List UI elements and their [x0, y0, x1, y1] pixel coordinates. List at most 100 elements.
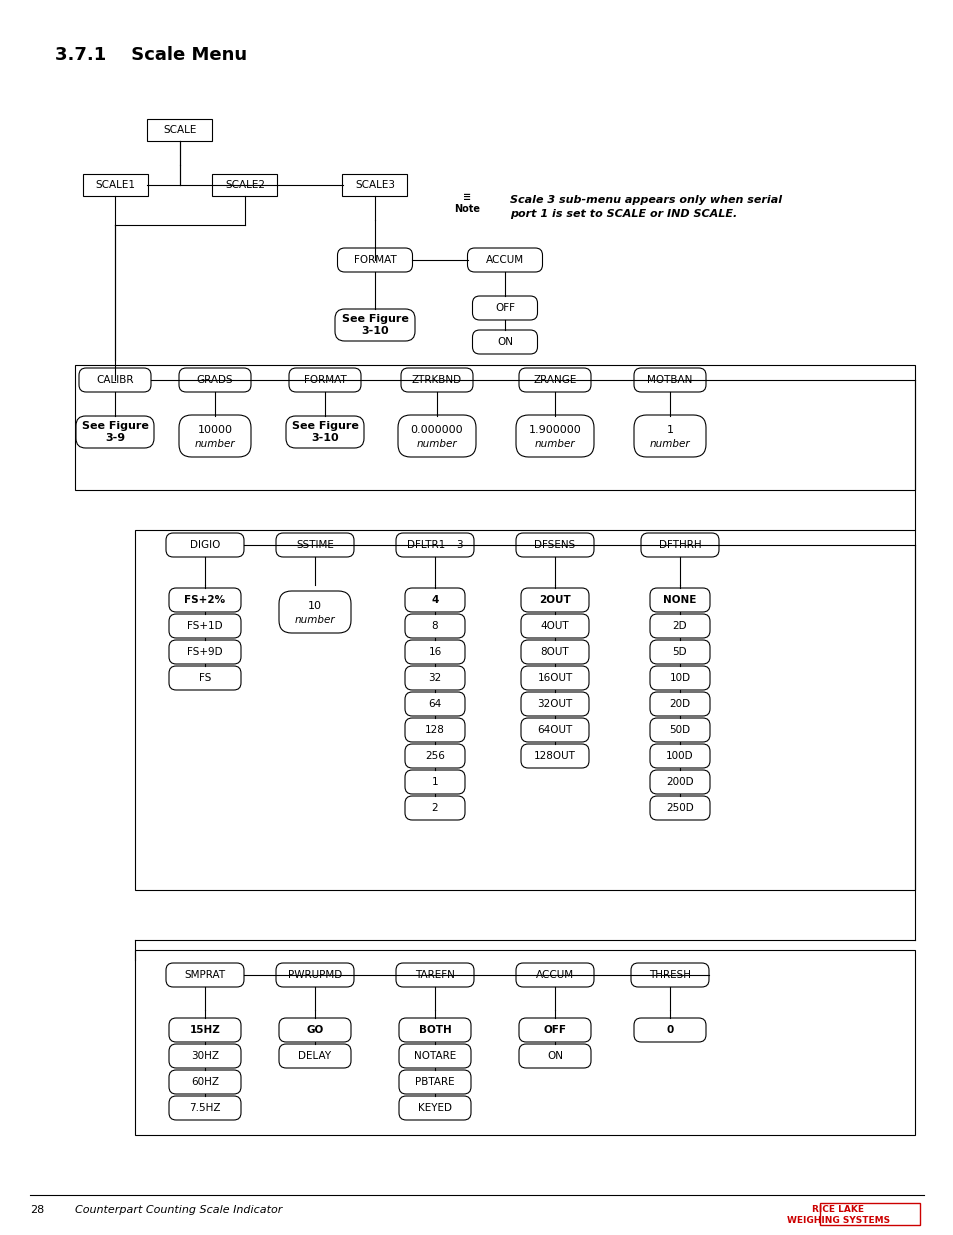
Text: TAREFN: TAREFN [415, 969, 455, 981]
Text: 64OUT: 64OUT [537, 725, 572, 735]
FancyBboxPatch shape [169, 1044, 241, 1068]
FancyBboxPatch shape [278, 592, 351, 634]
Text: Scale 3 sub-menu appears only when serial
port 1 is set to SCALE or IND SCALE.: Scale 3 sub-menu appears only when seria… [510, 195, 781, 219]
FancyBboxPatch shape [520, 692, 588, 716]
FancyBboxPatch shape [395, 963, 474, 987]
Text: RICE LAKE
WEIGHING SYSTEMS: RICE LAKE WEIGHING SYSTEMS [786, 1205, 889, 1225]
Text: ACCUM: ACCUM [536, 969, 574, 981]
FancyBboxPatch shape [286, 416, 364, 448]
FancyBboxPatch shape [395, 534, 474, 557]
FancyBboxPatch shape [169, 588, 241, 613]
Text: 32: 32 [428, 673, 441, 683]
Text: 16OUT: 16OUT [537, 673, 572, 683]
FancyBboxPatch shape [516, 534, 594, 557]
Text: MOTBAN: MOTBAN [647, 375, 692, 385]
Text: GRADS: GRADS [196, 375, 233, 385]
FancyBboxPatch shape [405, 666, 464, 690]
Text: 10: 10 [308, 600, 322, 610]
Bar [82, 174, 148, 196]
FancyBboxPatch shape [405, 743, 464, 768]
Text: SCALE2: SCALE2 [225, 180, 265, 190]
Text: number: number [416, 440, 456, 450]
FancyBboxPatch shape [520, 640, 588, 664]
FancyBboxPatch shape [472, 296, 537, 320]
Text: See Figure
3-10: See Figure 3-10 [292, 421, 358, 443]
Text: 5D: 5D [672, 647, 686, 657]
Text: SCALE: SCALE [163, 125, 196, 135]
Text: 2D: 2D [672, 621, 686, 631]
Text: 128OUT: 128OUT [534, 751, 576, 761]
Bar [148, 119, 213, 141]
Text: BOTH: BOTH [418, 1025, 451, 1035]
Text: FORMAT: FORMAT [303, 375, 346, 385]
FancyBboxPatch shape [640, 534, 719, 557]
Text: 1: 1 [432, 777, 437, 787]
Text: OFF: OFF [543, 1025, 566, 1035]
Text: See Figure
3-9: See Figure 3-9 [81, 421, 149, 443]
FancyBboxPatch shape [169, 666, 241, 690]
FancyBboxPatch shape [649, 640, 709, 664]
FancyBboxPatch shape [516, 415, 594, 457]
Text: FS+1D: FS+1D [187, 621, 223, 631]
Text: NOTARE: NOTARE [414, 1051, 456, 1061]
Text: FS+2%: FS+2% [184, 595, 225, 605]
Text: SSTIME: SSTIME [295, 540, 334, 550]
Bar [213, 174, 277, 196]
Text: DELAY: DELAY [298, 1051, 332, 1061]
FancyBboxPatch shape [278, 1018, 351, 1042]
Text: 60HZ: 60HZ [191, 1077, 219, 1087]
Text: 4OUT: 4OUT [540, 621, 569, 631]
Text: THRESH: THRESH [648, 969, 690, 981]
Bar [820, 1203, 919, 1225]
Text: 32OUT: 32OUT [537, 699, 572, 709]
FancyBboxPatch shape [520, 666, 588, 690]
FancyBboxPatch shape [520, 718, 588, 742]
FancyBboxPatch shape [518, 1018, 590, 1042]
FancyBboxPatch shape [520, 588, 588, 613]
FancyBboxPatch shape [630, 963, 708, 987]
FancyBboxPatch shape [400, 368, 473, 391]
FancyBboxPatch shape [634, 368, 705, 391]
Text: 128: 128 [425, 725, 444, 735]
Text: ZTRKBND: ZTRKBND [412, 375, 461, 385]
Text: 0.000000: 0.000000 [410, 425, 463, 435]
FancyBboxPatch shape [275, 963, 354, 987]
Text: ON: ON [497, 337, 513, 347]
Text: 3.7.1    Scale Menu: 3.7.1 Scale Menu [55, 46, 247, 64]
Text: 20D: 20D [669, 699, 690, 709]
FancyBboxPatch shape [520, 743, 588, 768]
Text: 8OUT: 8OUT [540, 647, 569, 657]
Text: 28: 28 [30, 1205, 44, 1215]
Text: 100D: 100D [665, 751, 693, 761]
FancyBboxPatch shape [405, 797, 464, 820]
FancyBboxPatch shape [179, 368, 251, 391]
FancyBboxPatch shape [634, 1018, 705, 1042]
Text: 1: 1 [666, 425, 673, 435]
Text: SCALE3: SCALE3 [355, 180, 395, 190]
FancyBboxPatch shape [649, 588, 709, 613]
FancyBboxPatch shape [398, 1018, 471, 1042]
FancyBboxPatch shape [79, 368, 151, 391]
FancyBboxPatch shape [405, 769, 464, 794]
FancyBboxPatch shape [649, 614, 709, 638]
Text: OFF: OFF [495, 303, 515, 312]
FancyBboxPatch shape [169, 1070, 241, 1094]
FancyBboxPatch shape [649, 769, 709, 794]
Text: 4: 4 [431, 595, 438, 605]
Text: 250D: 250D [665, 803, 693, 813]
FancyBboxPatch shape [516, 963, 594, 987]
FancyBboxPatch shape [179, 415, 251, 457]
FancyBboxPatch shape [649, 718, 709, 742]
Bar [135, 530, 914, 890]
FancyBboxPatch shape [169, 640, 241, 664]
Text: 16: 16 [428, 647, 441, 657]
Text: number: number [534, 440, 575, 450]
Text: PBTARE: PBTARE [415, 1077, 455, 1087]
Text: number: number [194, 440, 235, 450]
FancyBboxPatch shape [405, 588, 464, 613]
FancyBboxPatch shape [335, 309, 415, 341]
FancyBboxPatch shape [278, 1044, 351, 1068]
FancyBboxPatch shape [337, 248, 412, 272]
Text: DFSENS: DFSENS [534, 540, 575, 550]
Text: 8: 8 [432, 621, 437, 631]
